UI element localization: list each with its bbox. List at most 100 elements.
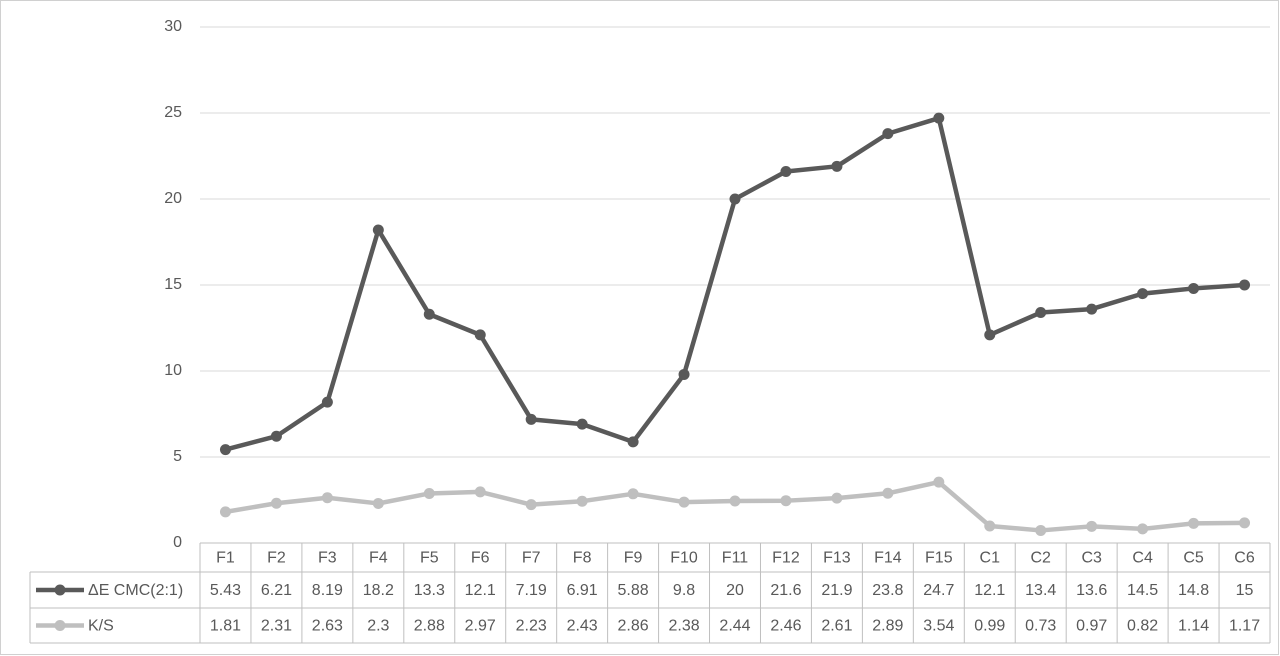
point: [1035, 524, 1047, 536]
table-value: 12.1: [974, 582, 1005, 599]
table-value: 0.99: [974, 618, 1005, 635]
point: [321, 396, 333, 408]
table-value: 15: [1236, 582, 1254, 599]
table-value: 2.61: [821, 618, 852, 635]
table-value: 2.88: [414, 618, 445, 635]
table-value: 1.81: [210, 618, 241, 635]
point: [831, 160, 843, 172]
x-tick-label: F8: [573, 550, 592, 567]
table-value: 9.8: [673, 582, 695, 599]
point: [474, 486, 486, 498]
point: [576, 418, 588, 430]
point: [1137, 288, 1149, 300]
table-value: 13.6: [1076, 582, 1107, 599]
point: [627, 436, 639, 448]
table-value: 13.3: [414, 582, 445, 599]
table-value: 2.44: [719, 618, 750, 635]
table-value: 2.23: [516, 618, 547, 635]
point: [1188, 517, 1200, 529]
table-value: 2.38: [668, 618, 699, 635]
x-tick-label: F2: [267, 550, 286, 567]
point: [984, 520, 996, 532]
point: [1239, 517, 1251, 529]
point: [933, 476, 945, 488]
legend-marker: [54, 620, 66, 631]
point: [1137, 523, 1149, 535]
point: [423, 308, 435, 320]
point: [729, 193, 741, 205]
point: [576, 495, 588, 507]
point: [1086, 520, 1098, 532]
table-value: 0.73: [1025, 618, 1056, 635]
point: [525, 499, 537, 511]
table-value: 2.63: [312, 618, 343, 635]
table-value: 20: [726, 582, 744, 599]
x-tick-label: F15: [925, 550, 953, 567]
point: [1035, 307, 1047, 319]
point: [372, 497, 384, 509]
legend-label: ΔE CMC(2:1): [88, 582, 183, 599]
x-tick-label: F10: [670, 550, 698, 567]
point: [321, 492, 333, 504]
point: [474, 329, 486, 341]
table-value: 14.8: [1178, 582, 1209, 599]
x-tick-label: F11: [722, 550, 748, 567]
table-value: 8.19: [312, 582, 343, 599]
x-tick-label: F1: [216, 550, 235, 567]
table-value: 21.9: [821, 582, 852, 599]
point: [270, 430, 282, 442]
table-value: 23.8: [872, 582, 903, 599]
table-value: 12.1: [465, 582, 496, 599]
point: [831, 492, 843, 504]
table-value: 24.7: [923, 582, 954, 599]
x-tick-label: C1: [980, 550, 1001, 567]
table-value: 0.82: [1127, 618, 1158, 635]
point: [729, 495, 741, 507]
x-tick-label: C5: [1183, 550, 1204, 567]
table-value: 2.89: [872, 618, 903, 635]
y-tick-label: 20: [164, 190, 182, 207]
point: [984, 329, 996, 341]
table-value: 2.31: [261, 618, 292, 635]
point: [372, 224, 384, 236]
table-value: 2.43: [567, 618, 598, 635]
table-value: 1.17: [1229, 618, 1260, 635]
y-tick-label: 5: [173, 448, 182, 465]
table-value: 2.3: [367, 618, 389, 635]
y-tick-label: 15: [164, 276, 182, 293]
point: [678, 496, 690, 508]
point: [780, 495, 792, 507]
table-value: 1.14: [1178, 618, 1209, 635]
x-tick-label: C2: [1030, 550, 1051, 567]
point: [678, 368, 690, 380]
point: [882, 128, 894, 140]
x-tick-label: F9: [624, 550, 643, 567]
point: [933, 112, 945, 124]
x-tick-label: F13: [823, 550, 851, 567]
x-tick-label: C3: [1081, 550, 1102, 567]
table-value: 6.91: [567, 582, 598, 599]
table-value: 14.5: [1127, 582, 1158, 599]
point: [1086, 303, 1098, 315]
y-tick-label: 0: [173, 534, 182, 551]
x-tick-label: F3: [318, 550, 337, 567]
point: [627, 488, 639, 500]
table-value: 2.46: [770, 618, 801, 635]
table-value: 0.97: [1076, 618, 1107, 635]
table-value: 21.6: [770, 582, 801, 599]
point: [423, 487, 435, 499]
table-value: 5.88: [618, 582, 649, 599]
table-value: 2.97: [465, 618, 496, 635]
x-tick-label: C6: [1234, 550, 1255, 567]
x-tick-label: C4: [1132, 550, 1153, 567]
point: [219, 444, 231, 456]
table-value: 13.4: [1025, 582, 1056, 599]
point: [882, 487, 894, 499]
x-tick-label: F7: [522, 550, 541, 567]
point: [1239, 279, 1251, 291]
point: [219, 506, 231, 518]
table-value: 2.86: [618, 618, 649, 635]
table-value: 18.2: [363, 582, 394, 599]
x-tick-label: F4: [369, 550, 388, 567]
